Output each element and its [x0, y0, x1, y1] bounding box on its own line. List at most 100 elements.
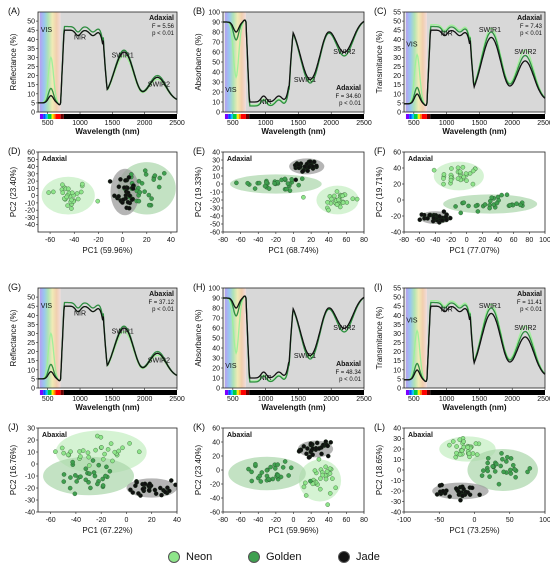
data-point-golden: [142, 168, 148, 173]
y-tick-label: 20: [212, 166, 220, 173]
x-axis-label: PC1 (73.25%): [449, 526, 500, 535]
data-point-jade: [152, 487, 158, 493]
data-point-golden: [107, 468, 113, 474]
data-point-golden: [513, 475, 518, 480]
data-point-golden: [152, 173, 158, 178]
data-point-golden: [285, 181, 291, 186]
x-tick-label: -100: [397, 517, 411, 524]
y-tick-label: 40: [27, 164, 35, 171]
data-point-neon: [64, 194, 69, 200]
y-axis-label: PC2 (19.33%): [194, 167, 203, 218]
data-point-jade: [325, 443, 331, 449]
data-point-jade: [126, 205, 132, 211]
data-point-jade: [469, 485, 475, 491]
y-tick-label: 10: [212, 174, 220, 181]
plot-area: [228, 439, 342, 507]
y-tick-label: 40: [27, 37, 35, 44]
data-point-golden: [475, 209, 481, 214]
infrared-band: [245, 12, 364, 112]
data-point-golden: [482, 202, 488, 207]
plot-area: [230, 158, 360, 215]
x-tick-label: 2500: [169, 120, 185, 127]
spectrum-bar-segment: [430, 390, 545, 395]
y-tick-label: -20: [391, 214, 401, 221]
x-tick-label: 1500: [472, 396, 488, 403]
data-point-neon: [112, 449, 117, 455]
data-point-golden: [508, 467, 513, 473]
data-point-jade: [112, 193, 117, 199]
data-point-neon: [69, 197, 74, 203]
region-label-swir1: SWIR1: [112, 52, 134, 59]
spectrum-bar-segment: [249, 114, 364, 119]
y-tick-label: 40: [27, 313, 35, 320]
y-tick-label: 30: [393, 331, 401, 338]
panel-label: (L): [374, 422, 385, 432]
y-tick-label: 25: [27, 64, 35, 71]
y-tick-label: 0: [216, 468, 220, 475]
spectrum-bar-segment: [421, 390, 427, 395]
y-tick-label: 35: [393, 322, 401, 329]
spectrum-bar-segment: [409, 114, 412, 119]
y-tick-label: 30: [27, 426, 35, 433]
p-value: p < 0.01: [152, 31, 175, 37]
spectrum-bar-segment: [421, 114, 427, 119]
x-tick-label: 2500: [169, 396, 185, 403]
spectrum-bar-segment: [63, 390, 177, 395]
y-tick-label: 0: [31, 193, 35, 200]
x-tick-label: -60: [46, 517, 56, 524]
x-tick-label: 20: [143, 237, 151, 244]
data-point-jade: [458, 497, 463, 503]
region-label-swir1: SWIR1: [294, 353, 316, 360]
data-point-neon: [116, 448, 122, 454]
data-point-neon: [449, 166, 454, 171]
x-tick-label: -40: [253, 517, 263, 524]
data-point-neon: [330, 476, 335, 481]
x-axis-label: Wavelength (nm): [75, 403, 139, 412]
data-point-neon: [354, 196, 360, 202]
data-point-neon: [85, 450, 91, 456]
region-label-nir: NIR: [441, 307, 453, 314]
data-point-neon: [303, 493, 309, 498]
data-point-golden: [262, 183, 268, 189]
data-point-neon: [74, 191, 80, 196]
data-point-golden: [129, 172, 134, 177]
data-point-golden: [95, 481, 100, 487]
data-point-jade: [461, 486, 466, 492]
data-point-jade: [130, 186, 136, 191]
x-tick-label: -80: [218, 237, 228, 244]
x-tick-label: -60: [236, 517, 246, 524]
data-point-golden: [246, 466, 251, 472]
x-tick-label: 1500: [105, 396, 121, 403]
data-point-golden: [289, 177, 294, 182]
y-tick-label: -10: [391, 478, 401, 485]
p-value: p < 0.01: [152, 307, 175, 313]
data-point-jade: [173, 482, 177, 488]
y-tick-label: 50: [393, 295, 401, 302]
spectrum-bar-segment: [47, 390, 52, 395]
data-point-jade: [444, 217, 449, 223]
data-point-golden: [83, 466, 89, 471]
region-label-swir2: SWIR2: [514, 325, 536, 332]
y-tick-label: -40: [25, 510, 35, 517]
x-tick-label: 100: [539, 517, 550, 524]
x-tick-label: 500: [227, 120, 239, 127]
x-tick-label: 1000: [258, 120, 274, 127]
data-point-jade: [116, 194, 121, 199]
data-point-golden: [96, 462, 101, 468]
y-tick-label: 30: [393, 55, 401, 62]
x-axis-label: PC1 (59.96%): [82, 246, 133, 255]
data-point-golden: [479, 473, 485, 478]
x-tick-label: -20: [96, 517, 106, 524]
data-point-jade: [142, 481, 148, 487]
spectrum-bar-segment: [411, 114, 414, 119]
y-tick-label: 0: [31, 386, 35, 393]
data-point-neon: [60, 182, 65, 187]
data-point-jade: [417, 217, 423, 222]
y-tick-label: 60: [212, 426, 220, 433]
y-tick-label: 60: [27, 150, 35, 157]
spectrum-bar-segment: [411, 390, 414, 395]
y-tick-label: 10: [27, 450, 35, 457]
plot-frame: [37, 427, 178, 513]
data-point-jade: [121, 197, 126, 202]
region-label-vis: VIS: [406, 42, 418, 49]
